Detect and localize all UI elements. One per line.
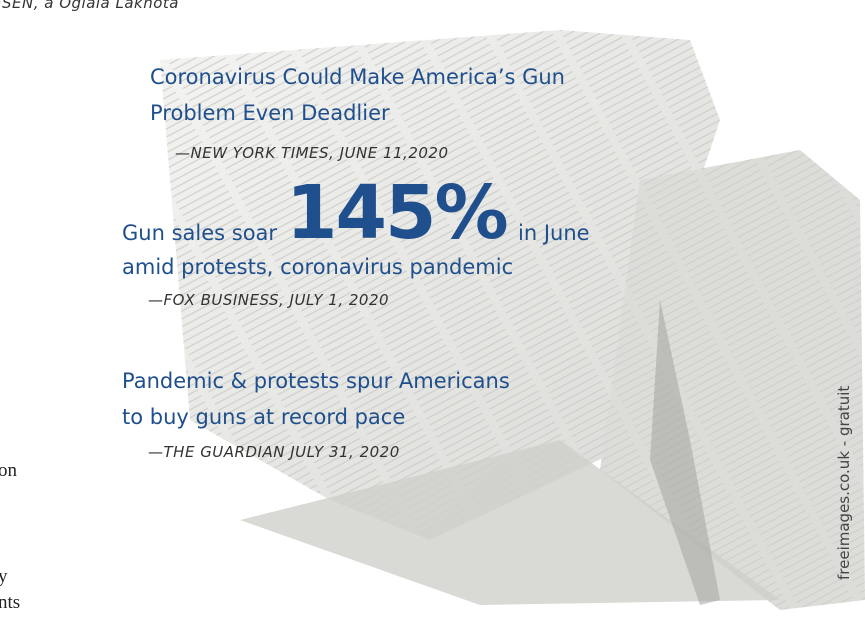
source: —THE GUARDIAN JULY 31, 2020 [148,443,400,461]
source: —NEW YORK TIMES, JUNE 11,2020 [175,144,449,162]
text-fragment: y [0,566,8,587]
headline: Coronavirus Could Make America’s Gun [150,65,565,89]
text-fragment: on [0,460,17,481]
headline: Gun sales soar [122,221,278,245]
caption: ESEN, a Oglala Lakhota [0,0,180,12]
headline: Pandemic & protests spur Americans [122,369,510,393]
headline: in June [518,221,590,245]
highlight-number: 145% [286,170,509,256]
headline: Problem Even Deadlier [150,101,390,125]
text-fragment: nts [0,592,21,613]
headline: amid protests, coronavirus pandemic [122,255,514,279]
source: —FOX BUSINESS, JULY 1, 2020 [148,291,390,309]
headline: to buy guns at record pace [122,405,406,429]
image-credit: freeimages.co.uk - gratuit [835,385,853,580]
